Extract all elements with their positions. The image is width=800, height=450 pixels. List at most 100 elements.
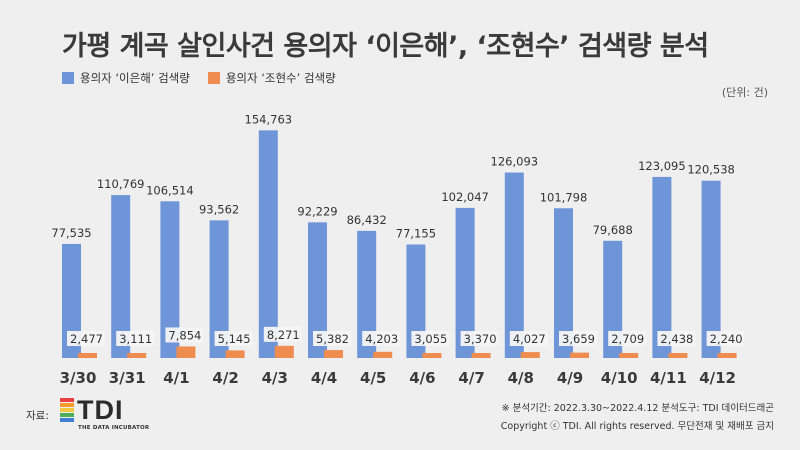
tick-label-4/9: 4/9 (557, 369, 583, 387)
data-label-bg-jo-4/5 (362, 331, 401, 346)
legend-swatch-blue (62, 72, 74, 84)
data-label-bg-jo-4/12 (706, 331, 745, 346)
copyright: Copyright ⓒ TDI. All rights reserved. 무단… (500, 421, 774, 432)
data-label-lee-3/30: 77,535 (51, 226, 91, 240)
bar-jo-4/7 (471, 353, 491, 358)
bar-lee-4/10 (603, 240, 623, 358)
data-label-jo-3/31: 3,111 (119, 332, 152, 346)
data-label-lee-4/5: 86,432 (347, 213, 387, 227)
data-label-lee-4/11: 123,095 (638, 159, 686, 173)
data-label-bg-jo-4/6 (411, 331, 450, 346)
data-label-bg-jo-4/3 (263, 326, 302, 342)
tick-label-3/31: 3/31 (109, 369, 146, 387)
data-label-jo-4/7: 3,370 (464, 332, 497, 346)
data-label-lee-4/4: 92,229 (297, 204, 337, 218)
data-label-bg-jo-4/10 (608, 331, 647, 346)
bar-jo-4/4 (324, 350, 343, 358)
bar-lee-4/9 (554, 208, 573, 358)
data-label-lee-4/10: 79,688 (593, 223, 633, 237)
bar-jo-4/2 (225, 350, 245, 358)
data-label-lee-4/6: 77,155 (396, 227, 436, 241)
bar-jo-3/30 (78, 353, 97, 358)
data-label-bg-jo-3/30 (67, 331, 105, 346)
bar-lee-4/12 (701, 180, 721, 358)
tick-label-4/11: 4/11 (650, 369, 687, 387)
data-label-jo-4/11: 2,438 (660, 332, 693, 346)
data-label-jo-4/3: 8,271 (267, 328, 300, 342)
data-label-jo-4/1: 7,854 (168, 328, 201, 342)
legend-label-jo: 용의자 ‘조현수’ 검색량 (225, 71, 336, 85)
logo-subtext: THE DATA INCUBATOR (78, 425, 150, 431)
tick-label-4/10: 4/10 (601, 369, 638, 387)
data-label-jo-4/12: 2,240 (710, 332, 743, 346)
bar-jo-4/8 (520, 352, 540, 358)
bar-lee-4/11 (652, 176, 672, 358)
bar-jo-4/9 (570, 352, 589, 358)
bar-lee-4/4 (308, 222, 327, 358)
legend-label-lee: 용의자 ‘이은해’ 검색량 (80, 71, 190, 85)
bar-jo-3/31 (127, 353, 147, 358)
tick-label-3/30: 3/30 (60, 369, 97, 387)
tick-label-4/12: 4/12 (699, 369, 736, 387)
data-label-bg-jo-4/7 (460, 331, 499, 346)
data-label-lee-4/3: 154,763 (245, 112, 293, 126)
data-label-jo-4/8: 4,027 (513, 332, 546, 346)
data-label-jo-4/10: 2,709 (611, 332, 644, 346)
data-label-bg-jo-4/4 (313, 331, 351, 346)
data-label-lee-4/8: 126,093 (491, 155, 539, 169)
data-label-lee-4/2: 93,562 (199, 202, 239, 216)
bar-lee-3/31 (111, 195, 131, 358)
data-label-bg-jo-4/2 (214, 331, 253, 346)
tdi-logo: TDI THE DATA INCUBATOR (60, 395, 150, 435)
data-label-bg-jo-4/1 (165, 327, 204, 343)
tick-label-4/4: 4/4 (311, 369, 337, 387)
bar-lee-4/8 (504, 172, 524, 358)
legend-swatch-orange (207, 72, 220, 84)
tick-label-4/2: 4/2 (212, 369, 238, 387)
tick-label-4/5: 4/5 (360, 369, 386, 387)
tick-label-4/3: 4/3 (262, 369, 288, 387)
tick-label-4/6: 4/6 (409, 369, 435, 387)
unit-label: (단위: 건) (721, 86, 768, 99)
data-label-jo-4/4: 5,382 (316, 332, 349, 346)
tick-label-4/8: 4/8 (508, 369, 534, 387)
data-label-jo-4/5: 4,203 (365, 332, 398, 346)
bar-jo-4/10 (619, 353, 639, 358)
data-label-lee-4/12: 120,538 (687, 163, 735, 177)
bar-lee-4/5 (357, 230, 377, 358)
data-label-bg-jo-4/11 (657, 331, 696, 346)
bar-jo-4/12 (717, 353, 737, 358)
legend-item-lee: 용의자 ‘이은해’ 검색량 (62, 70, 190, 86)
bar-lee-4/2 (209, 220, 229, 358)
bar-lee-4/1 (160, 201, 180, 358)
data-label-jo-4/9: 3,659 (562, 332, 595, 346)
tick-label-4/1: 4/1 (163, 369, 189, 387)
data-label-lee-4/9: 101,798 (540, 190, 588, 204)
data-label-bg-jo-3/31 (116, 331, 155, 346)
chart-legend: 용의자 ‘이은해’ 검색량 용의자 ‘조현수’ 검색량 (62, 70, 354, 86)
data-label-lee-3/31: 110,769 (97, 177, 145, 191)
bar-jo-4/5 (373, 351, 393, 358)
bar-lee-4/3 (258, 130, 278, 358)
bar-jo-4/1 (176, 346, 196, 358)
source-label: 자료: (26, 410, 49, 422)
bar-lee-4/6 (406, 244, 426, 358)
bar-lee-3/30 (62, 243, 81, 358)
data-label-jo-3/30: 2,477 (70, 332, 103, 346)
logo-mark-icon (60, 398, 74, 424)
data-label-jo-4/6: 3,055 (414, 332, 447, 346)
data-label-jo-4/2: 5,145 (218, 332, 251, 346)
analysis-period: ※ 분석기간: 2022.3.30~2022.4.12 분석도구: TDI 데이… (501, 403, 774, 414)
footer-notes: ※ 분석기간: 2022.3.30~2022.4.12 분석도구: TDI 데이… (501, 400, 774, 436)
chart-title: 가평 계곡 살인사건 용의자 ‘이은해’, ‘조현수’ 검색량 분석 (62, 31, 709, 62)
logo-text: TDI (77, 395, 124, 425)
bar-jo-4/11 (668, 353, 688, 358)
bar-jo-4/6 (422, 353, 442, 358)
bar-jo-4/3 (274, 345, 294, 358)
legend-item-jo: 용의자 ‘조현수’ 검색량 (207, 70, 336, 86)
data-label-bg-jo-4/9 (559, 331, 597, 346)
bar-lee-4/7 (455, 207, 475, 358)
tick-label-4/7: 4/7 (458, 369, 484, 387)
data-label-bg-jo-4/8 (509, 331, 548, 346)
